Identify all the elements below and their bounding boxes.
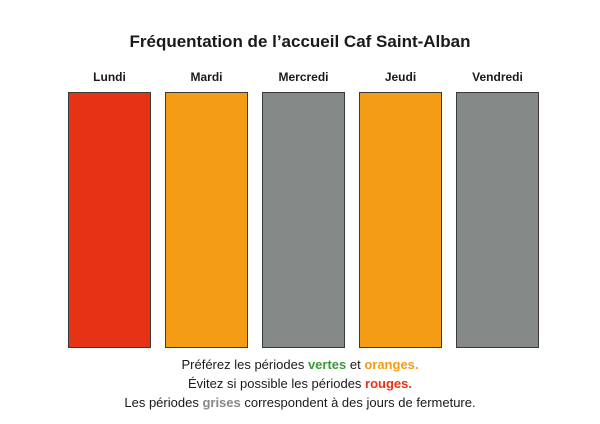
day-column-jeudi: Jeudi xyxy=(359,70,442,350)
legend-line-3-suffix: correspondent à des jours de fermeture. xyxy=(240,395,476,410)
day-bar-mercredi xyxy=(262,92,345,348)
legend-green-word: vertes xyxy=(307,357,347,372)
chart-title: Fréquentation de l’accueil Caf Saint-Alb… xyxy=(129,32,471,51)
legend-line-1-mid: et xyxy=(346,357,365,372)
legend-line-1: Préférez les périodes vertes et oranges. xyxy=(0,356,600,373)
day-label-lundi: Lundi xyxy=(93,70,126,84)
legend-grey-word: grises xyxy=(202,395,241,410)
day-bar-jeudi xyxy=(359,92,442,348)
day-label-vendredi: Vendredi xyxy=(472,70,523,84)
day-bar-vendredi xyxy=(456,92,539,348)
day-label-mercredi: Mercredi xyxy=(278,70,329,84)
legend-line-2-prefix: Évitez si possible les périodes xyxy=(188,376,366,391)
day-column-mercredi: Mercredi xyxy=(262,70,345,350)
day-label-jeudi: Jeudi xyxy=(384,70,417,84)
day-column-vendredi: Vendredi xyxy=(456,70,539,350)
day-label-mardi: Mardi xyxy=(190,70,223,84)
legend-line-2: Évitez si possible les périodes rouges. xyxy=(0,375,600,392)
day-column-lundi: Lundi xyxy=(68,70,151,350)
legend-orange-word: oranges. xyxy=(364,357,419,372)
day-bar-mardi xyxy=(165,92,248,348)
legend-red-word: rouges. xyxy=(365,376,412,391)
day-column-mardi: Mardi xyxy=(165,70,248,350)
legend-line-3: Les périodes grises correspondent à des … xyxy=(0,394,600,411)
legend-line-1-prefix: Préférez les périodes xyxy=(181,357,308,372)
legend-line-3-prefix: Les périodes xyxy=(124,395,203,410)
day-bar-lundi xyxy=(68,92,151,348)
